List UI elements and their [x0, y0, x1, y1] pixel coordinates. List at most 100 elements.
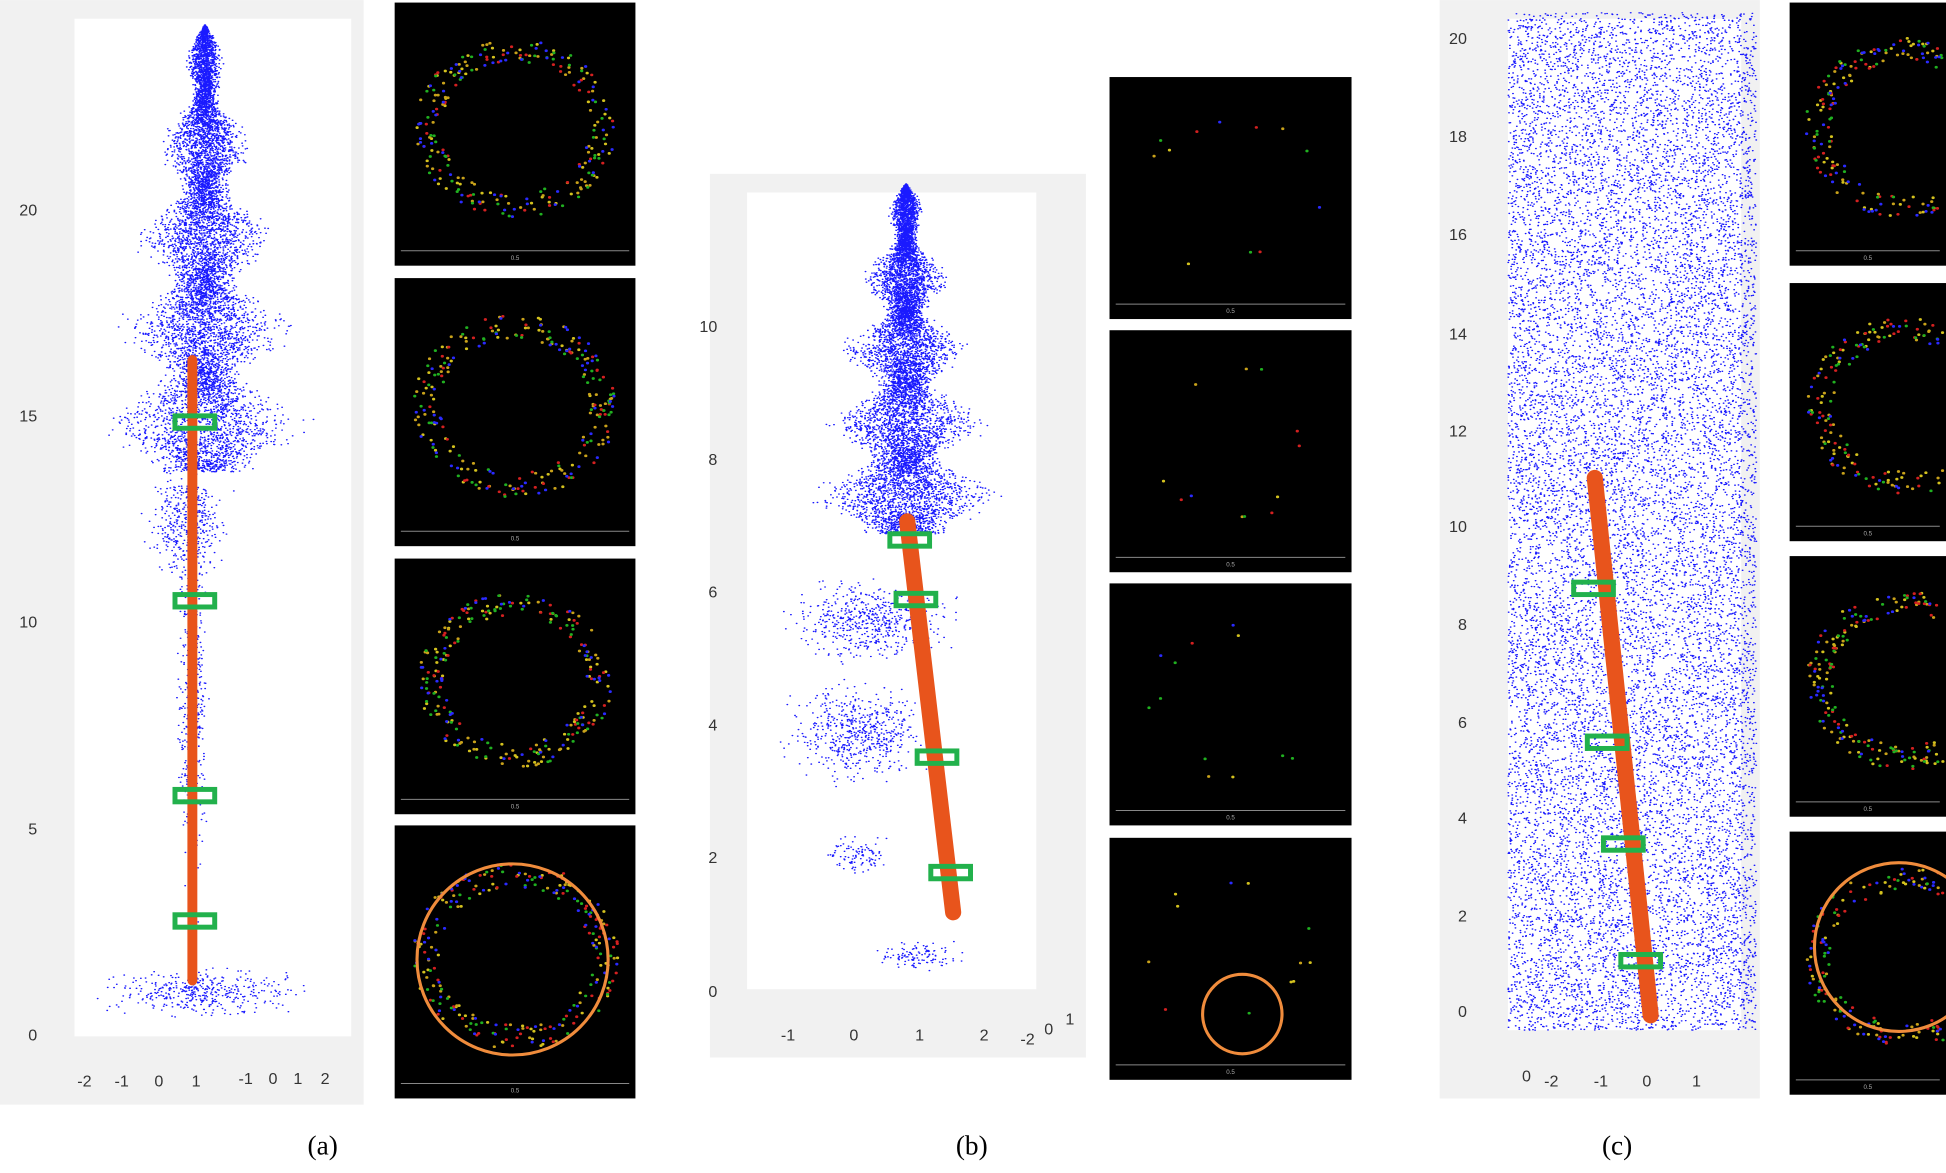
stem [899, 513, 962, 921]
slice-points [1808, 871, 1945, 1045]
slice-view [394, 825, 636, 1099]
x-tick-label: 0 [849, 1027, 858, 1045]
z-tick-label: 10 [1449, 518, 1467, 536]
scale-label: 0.5 [1226, 1069, 1235, 1076]
scale-label: 0.5 [511, 255, 520, 262]
slice-view [1789, 283, 1946, 542]
slice-view [1109, 837, 1352, 1080]
slice-points [1195, 126, 1262, 254]
z-tick-label: 5 [28, 821, 37, 839]
z-tick-label: 6 [1458, 714, 1467, 732]
panel-label: (a) [308, 1130, 338, 1160]
z-tick-label: 0 [708, 983, 717, 1001]
slice-points [1231, 634, 1240, 779]
z-tick-label: 12 [1449, 422, 1467, 440]
slice-view [394, 2, 636, 266]
z-tick-label: 0 [1458, 1003, 1467, 1021]
slice-view [394, 558, 636, 815]
scale-label: 0.5 [1864, 530, 1873, 537]
slice-points [1807, 325, 1940, 490]
slice-points [417, 41, 615, 219]
slice-marker [928, 863, 973, 882]
slice-points [1147, 661, 1295, 761]
z-tick-label: 8 [708, 451, 717, 469]
scale-label: 0.5 [511, 1088, 520, 1095]
plot-face [747, 192, 1037, 990]
z-tick-label: 4 [1458, 809, 1467, 827]
z-tick-label: 18 [1449, 128, 1467, 146]
slice-points [416, 41, 609, 211]
z-tick-label: 16 [1449, 226, 1467, 244]
slice-marker [1584, 733, 1630, 751]
slice-points [1173, 881, 1312, 984]
x-tick-label: 2 [980, 1027, 989, 1045]
slice-points [1809, 318, 1935, 495]
x-tick-label: -1 [114, 1073, 128, 1091]
slice-points [1218, 120, 1322, 209]
scale-label: 0.5 [1226, 561, 1235, 568]
slice-marker [1600, 835, 1646, 853]
scale-label: 0.5 [1226, 308, 1235, 315]
x-tick-label: -2 [1544, 1073, 1558, 1091]
z-tick-label: 10 [699, 318, 717, 336]
slice-marker [887, 531, 933, 549]
plot-face [1507, 18, 1742, 1031]
z-tick-label: 6 [708, 584, 717, 602]
z-tick-label: 8 [1458, 616, 1467, 634]
slice-points [1194, 367, 1248, 519]
slice-view [1109, 77, 1352, 320]
panel-label: (b) [956, 1130, 988, 1160]
slice-points [1814, 594, 1940, 768]
slice-points [1808, 324, 1939, 493]
x-tick-label: 0 [1642, 1073, 1651, 1091]
slice-points [1179, 429, 1301, 515]
slice-points [422, 601, 610, 768]
slice-points [1805, 41, 1941, 217]
x-tick-label: 1 [1065, 1011, 1074, 1029]
slice-marker [172, 413, 218, 431]
slice-points [419, 597, 612, 761]
slice-view [1109, 330, 1352, 573]
x-tick-label: 1 [1692, 1073, 1701, 1091]
fitted-circle [1812, 861, 1946, 1033]
x-tick-label: 0 [1044, 1020, 1053, 1038]
slice-points [417, 869, 616, 1049]
slice-points [419, 594, 611, 768]
slice-points [422, 314, 615, 497]
slice-points [1809, 595, 1932, 758]
fitted-circle [1201, 972, 1284, 1056]
z-tick-label: 2 [708, 849, 717, 867]
z-tick-label: 2 [1458, 908, 1467, 926]
slice-marker [172, 912, 218, 930]
slice-points [1808, 592, 1939, 771]
slice-points [1807, 591, 1945, 766]
slice-marker [914, 748, 960, 766]
slice-points [1808, 867, 1942, 1043]
x-tick-label: -2 [1020, 1030, 1034, 1048]
slice-points [1159, 623, 1235, 657]
slice-points [1813, 875, 1945, 1042]
slice-points [1805, 39, 1944, 210]
x-tick-label: 1 [293, 1070, 302, 1088]
z-tick-label: 10 [19, 613, 37, 631]
slice-view [1109, 583, 1352, 826]
scale-label: 0.5 [1864, 1084, 1873, 1091]
scale-label: 0.5 [511, 535, 520, 542]
x-tick-label: 1 [192, 1073, 201, 1091]
x-tick-label: -1 [1594, 1073, 1608, 1091]
slice-view [1789, 2, 1946, 266]
slice-points [1167, 148, 1191, 266]
scale-label: 0.5 [1864, 806, 1873, 813]
panel-label: (c) [1602, 1130, 1632, 1160]
scale-label: 0.5 [1864, 255, 1873, 262]
z-tick-label: 14 [1449, 325, 1467, 343]
z-tick-label: 0 [28, 1027, 37, 1045]
slice-points [1242, 367, 1264, 518]
slice-marker [172, 786, 218, 805]
slice-marker [1618, 951, 1664, 970]
scale-label: 0.5 [511, 803, 520, 810]
slice-view [1789, 556, 1946, 817]
x-tick-label: 2 [321, 1070, 330, 1088]
slice-points [414, 317, 616, 495]
slice-points [426, 599, 607, 760]
